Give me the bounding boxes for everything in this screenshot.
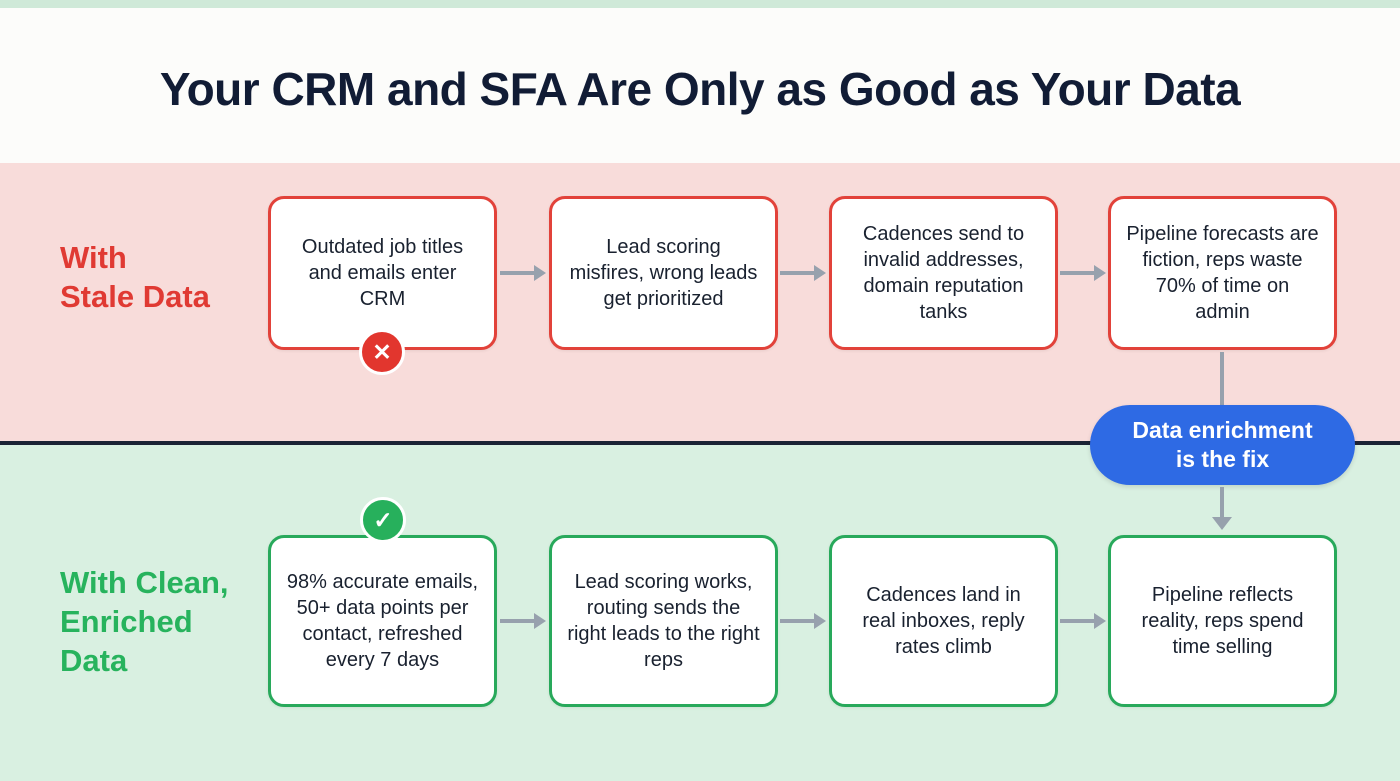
stale-step-4-box: Pipeline forecasts are fiction, reps was…	[1108, 196, 1337, 350]
error-icon: ✕	[359, 329, 405, 375]
data-enrichment-callout: Data enrichment is the fix	[1090, 405, 1355, 485]
arrow-right-icon	[1060, 265, 1106, 281]
success-glyph: ✓	[373, 506, 393, 533]
arrow-right-icon	[500, 265, 546, 281]
arrow-right-icon	[780, 265, 826, 281]
stale-row-label: With Stale Data	[60, 240, 210, 315]
stale-step-2-text: Lead scoring misfires, wrong leads get p…	[569, 236, 758, 310]
section-divider	[0, 441, 1400, 445]
arrow-shaft	[500, 619, 534, 623]
clean-step-3-box: Cadences land in real inboxes, reply rat…	[829, 535, 1058, 707]
clean-step-4-text: Pipeline reflects reality, reps spend ti…	[1141, 584, 1304, 658]
connector-line-down	[1220, 487, 1224, 519]
stale-step-1-text: Outdated job titles and emails enter CRM	[301, 236, 464, 310]
arrow-shaft	[780, 271, 814, 275]
connector-line-down	[1220, 352, 1224, 408]
stale-step-4-text: Pipeline forecasts are fiction, reps was…	[1126, 223, 1319, 323]
success-icon: ✓	[360, 497, 406, 543]
stale-step-3-text: Cadences send to invalid addresses, doma…	[862, 223, 1025, 323]
error-glyph: ✕	[372, 338, 392, 365]
clean-step-2-box: Lead scoring works, routing sends the ri…	[549, 535, 778, 707]
clean-step-1-text: 98% accurate emails, 50+ data points per…	[286, 571, 479, 671]
clean-step-2-text: Lead scoring works, routing sends the ri…	[567, 571, 760, 671]
clean-step-3-text: Cadences land in real inboxes, reply rat…	[862, 584, 1025, 658]
arrow-head	[814, 265, 826, 281]
clean-row-label: With Clean, Enriched Data	[60, 565, 229, 679]
stale-step-2-box: Lead scoring misfires, wrong leads get p…	[549, 196, 778, 350]
arrow-head	[1094, 613, 1106, 629]
stale-step-1-box: Outdated job titles and emails enter CRM	[268, 196, 497, 350]
arrow-head	[534, 265, 546, 281]
stale-step-3-box: Cadences send to invalid addresses, doma…	[829, 196, 1058, 350]
arrow-down-icon	[1212, 517, 1232, 530]
clean-step-4-box: Pipeline reflects reality, reps spend ti…	[1108, 535, 1337, 707]
arrow-head	[534, 613, 546, 629]
arrow-shaft	[500, 271, 534, 275]
arrow-shaft	[1060, 271, 1094, 275]
arrow-right-icon	[780, 613, 826, 629]
arrow-right-icon	[500, 613, 546, 629]
arrow-shaft	[780, 619, 814, 623]
arrow-shaft	[1060, 619, 1094, 623]
page-title: Your CRM and SFA Are Only as Good as You…	[159, 63, 1241, 115]
arrow-right-icon	[1060, 613, 1106, 629]
top-accent-strip	[0, 0, 1400, 8]
clean-step-1-box: 98% accurate emails, 50+ data points per…	[268, 535, 497, 707]
arrow-head	[814, 613, 826, 629]
arrow-head	[1094, 265, 1106, 281]
